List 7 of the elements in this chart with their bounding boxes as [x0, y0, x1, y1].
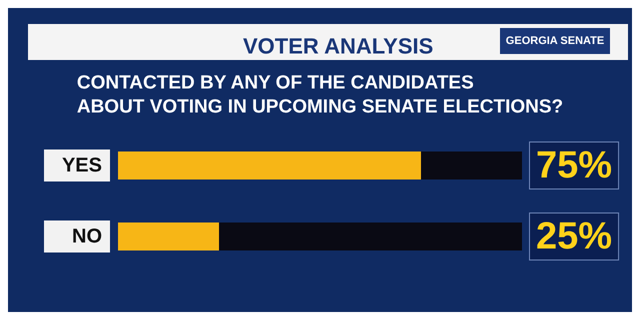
data-label: 75%	[536, 144, 612, 186]
chart-subtitle: VOTER ANALYSIS	[243, 34, 434, 58]
y-tick-label: YES	[62, 154, 102, 176]
data-label: 25%	[536, 216, 612, 258]
y-tick-label: NO	[72, 226, 102, 248]
text: GEORGIA SENATE	[506, 35, 604, 47]
chart-title: CONTACTED BY ANY OF THE CANDIDATES ABOUT VOTING IN UPCOMING SENATE ELECTIONS?	[76, 72, 564, 118]
